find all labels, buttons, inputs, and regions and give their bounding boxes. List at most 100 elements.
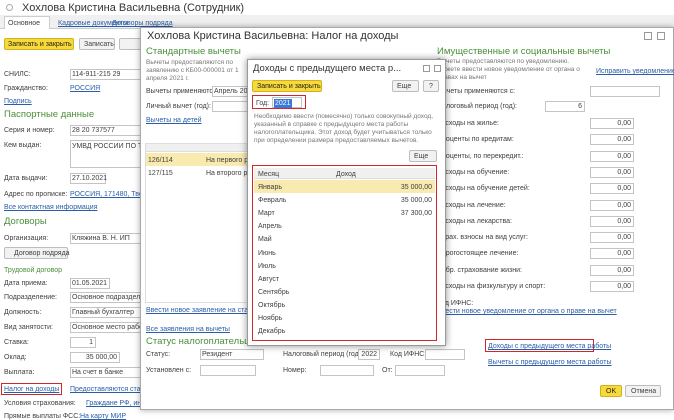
button-label[interactable]: Отмена (631, 388, 657, 395)
save-close-button (4, 38, 74, 50)
input-field (425, 349, 465, 360)
button-label[interactable]: ? (429, 83, 433, 90)
field-link[interactable]: На карту МИР (80, 413, 127, 420)
close-icon (657, 32, 665, 40)
field-value[interactable]: 0,00 (617, 168, 631, 176)
field-label: Подразделение: (4, 294, 57, 301)
field-label: Вычеты применяются с: (437, 88, 516, 95)
input-field (590, 134, 634, 146)
star-icon (6, 4, 13, 11)
field-label: Расходы на лечение: (437, 201, 506, 209)
link[interactable]: Все контактная информация (4, 204, 98, 211)
button-label[interactable]: Договор подряда (14, 250, 70, 257)
link[interactable]: Налог на доходы (4, 386, 60, 393)
field-label: Организация: (4, 235, 49, 242)
cell: Июль (258, 262, 276, 270)
window-title: Хохлова Кристина Васильевна: Налог на до… (147, 30, 399, 42)
field-value[interactable]: 27.10.2021 (72, 175, 108, 182)
field-link[interactable]: РОССИЯ, 171480, Тверск (70, 191, 154, 198)
table-frame (145, 143, 255, 303)
field-value[interactable]: 0,00 (617, 283, 631, 290)
field-label: Дата выдачи: (4, 175, 48, 182)
cell: 126/114 (148, 157, 173, 164)
field-label: Проценты по кредитам: (437, 136, 514, 144)
field-label: Дорогостоящее лечение: (437, 250, 519, 258)
cancel-button (625, 385, 661, 397)
button-label[interactable]: Записать (84, 41, 114, 48)
field-value[interactable]: 0,00 (617, 234, 631, 242)
column-header: Доход (336, 171, 356, 178)
field-value[interactable]: 0,00 (617, 136, 631, 144)
cell: На первого ребе (206, 157, 260, 164)
more-button (409, 150, 437, 162)
save-close-button (252, 80, 322, 92)
close-icon (434, 65, 441, 72)
input-field (590, 232, 634, 244)
tab[interactable]: Кадровые документы (58, 20, 128, 27)
field-value[interactable]: 0,00 (617, 152, 631, 160)
field-value[interactable]: 0,00 (617, 250, 631, 258)
window-title: Хохлова Кристина Васильевна (Сотрудник) (22, 2, 245, 14)
section-title: Договоры (4, 216, 47, 227)
field-value[interactable]: 0,00 (617, 201, 631, 209)
field-value[interactable]: 01.05.2021 (72, 280, 108, 287)
input-field (70, 352, 120, 363)
field-value[interactable]: 114-911-215 29 (72, 71, 121, 78)
field-value[interactable]: 1 (89, 339, 93, 346)
field-value[interactable]: Основное подразделение (72, 294, 156, 301)
cell: 37 300,00 (400, 210, 432, 218)
subsection-title: Трудовой договор (4, 267, 63, 274)
cell: Сентябрь (258, 288, 290, 296)
link[interactable]: Ввести новое уведомление от органа о пра… (437, 308, 617, 315)
contract-button (4, 247, 68, 259)
field-label: Расходы на лекарства: (437, 217, 512, 225)
field-value[interactable]: 2022 (361, 351, 377, 358)
field-value[interactable]: 35 000,00 (85, 354, 117, 361)
field-link[interactable]: Предоставляются станда (70, 386, 153, 393)
link[interactable]: Ввести новое заявление на стандартн (146, 307, 271, 314)
table-header (254, 168, 435, 179)
active-tab (4, 16, 50, 29)
link[interactable]: Исправить уведомление (596, 68, 674, 75)
field-value[interactable]: 0,00 (617, 266, 631, 274)
button-label[interactable]: Записать и закрыть (257, 83, 321, 90)
selected-row (145, 153, 255, 166)
cell: 35 000,00 (400, 184, 432, 191)
link[interactable]: Доходы с предыдущего места работы (488, 343, 612, 350)
field-value[interactable]: 6 (578, 103, 582, 110)
field-label: Номер: (283, 367, 307, 374)
field-value[interactable]: 28 20 737577 (72, 127, 115, 134)
field-value[interactable]: На счет в банке (72, 369, 124, 376)
field-value[interactable]: Апрель 2021 (214, 88, 256, 95)
field-label: СНИЛС: (4, 71, 31, 78)
field-label: Установлен с: (146, 367, 192, 374)
field-value[interactable]: Резидент (202, 351, 233, 358)
button-label[interactable]: OK (606, 388, 617, 395)
field-value[interactable]: 0,00 (617, 120, 631, 127)
section-title: Стандартные вычеты (146, 46, 241, 57)
field-value[interactable]: Главный бухгалтер (72, 309, 134, 316)
link[interactable]: Вычеты на детей (146, 117, 202, 124)
field-label: Должность: (4, 309, 42, 316)
link[interactable]: Вычеты с предыдущего места работы (488, 359, 612, 366)
link[interactable]: Все заявления на вычеты (146, 326, 230, 333)
field-value[interactable]: 0,00 (617, 217, 631, 225)
field-value[interactable]: Кляжина В. Н. ИП (72, 235, 130, 242)
tab[interactable]: Договоры подряда (112, 20, 173, 27)
cell: 35 000,00 (400, 197, 432, 205)
field-label: Выплата: (4, 369, 35, 376)
field-value[interactable]: 0,00 (617, 185, 631, 193)
highlight-box (252, 95, 306, 109)
link[interactable]: Подпись (4, 98, 32, 105)
button-label[interactable]: Еще (414, 153, 429, 160)
field-value[interactable]: 2021 (274, 99, 292, 108)
button-label[interactable]: Записать и закрыть (8, 41, 72, 48)
field-value[interactable]: УМВД РОССИИ ПО ТВЕР (72, 143, 157, 150)
button-label[interactable]: Еще (397, 83, 412, 90)
note: Необходимо ввести (помесячно) только сов… (254, 113, 434, 144)
input-field (590, 248, 634, 260)
tab[interactable]: Основное (8, 20, 41, 27)
field-link[interactable]: РОССИЯ (70, 85, 101, 92)
field-value[interactable]: Основное место работы (72, 324, 151, 331)
